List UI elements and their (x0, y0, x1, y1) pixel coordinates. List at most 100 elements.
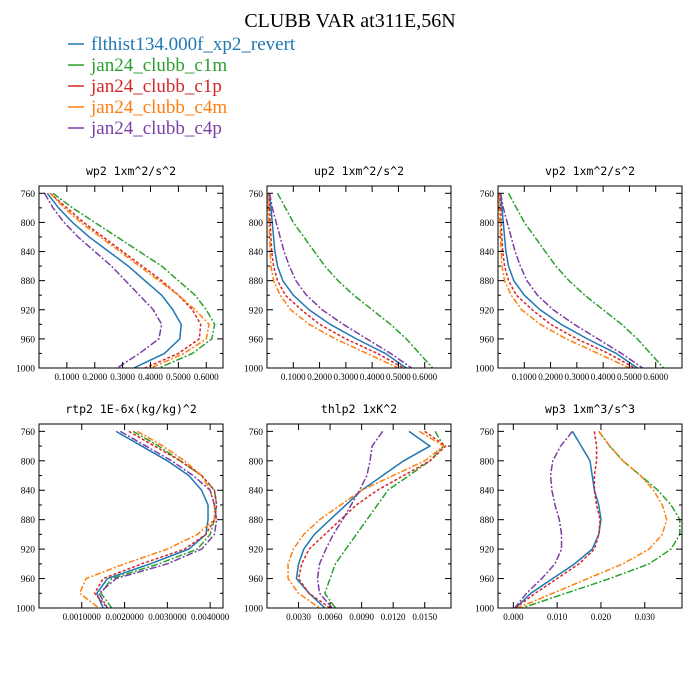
panel-title: up2 1xm^2/s^2 (314, 164, 404, 178)
legend-label: jan24_clubb_c4p (90, 118, 222, 139)
panel: rtp2 1E-6x(kg/kg)^2 760 800 840 880 920 960 100… (16, 402, 230, 622)
y-tick-label: 1000 (475, 365, 494, 375)
x-tick-label: 0.4000 (138, 372, 163, 382)
y-tick-label: 1000 (244, 365, 263, 375)
x-tick-label: 0.6000 (194, 372, 219, 382)
series-line (100, 430, 218, 608)
x-tick-label: 0.1000 (512, 372, 537, 382)
x-tick-label: 0.4000 (591, 372, 616, 382)
y-tick-label: 760 (480, 428, 495, 438)
series-line (267, 193, 405, 368)
y-tick-label: 920 (480, 546, 495, 556)
x-tick-label: 0.0030 (286, 612, 311, 622)
x-tick-label: 0.010 (547, 612, 568, 622)
y-tick-label: 920 (21, 306, 36, 316)
x-tick-label: 0.6000 (643, 372, 668, 382)
series-line (78, 430, 216, 608)
y-tick-label: 1000 (475, 605, 494, 615)
series-line (276, 192, 434, 368)
legend-label: jan24_clubb_c1p (90, 76, 222, 97)
plot-frame (497, 423, 683, 609)
x-tick-label: 0.030 (635, 612, 656, 622)
panel-title: vp2 1xm^2/s^2 (545, 164, 635, 178)
plot-frame (38, 423, 224, 609)
series-line (93, 430, 218, 608)
y-tick-label: 920 (249, 306, 264, 316)
y-tick-label: 800 (249, 219, 264, 229)
plot-frame (266, 423, 452, 609)
y-tick-label: 1000 (244, 605, 263, 615)
plot-frame (497, 185, 683, 369)
legend-label: jan24_clubb_c1m (90, 55, 227, 76)
y-tick-label: 920 (480, 306, 495, 316)
x-tick-label: 0.3000 (110, 372, 135, 382)
y-tick-label: 840 (480, 248, 495, 258)
panel-title: wp2 1xm^2/s^2 (86, 164, 176, 178)
y-tick-label: 760 (21, 428, 36, 438)
series-line (287, 430, 445, 608)
series-line (267, 193, 399, 368)
legend-label: jan24_clubb_c4m (90, 97, 227, 118)
series-line (43, 192, 163, 368)
series-line (316, 430, 384, 608)
y-tick-label: 760 (249, 428, 264, 438)
y-tick-label: 800 (480, 457, 495, 467)
panel-title: rtp2 1E-6x(kg/kg)^2 (65, 402, 197, 416)
y-tick-label: 880 (480, 516, 495, 526)
y-tick-label: 760 (480, 190, 495, 200)
x-tick-label: 0.2000 (538, 372, 563, 382)
y-tick-label: 840 (21, 248, 36, 258)
series-line (517, 430, 668, 608)
y-tick-label: 960 (249, 575, 264, 585)
y-tick-label: 960 (480, 575, 495, 585)
series-line (515, 430, 602, 608)
x-tick-label: 0.0060 (318, 612, 343, 622)
plot-frame (266, 185, 452, 369)
x-tick-label: 0.0150 (412, 612, 437, 622)
y-tick-label: 840 (249, 248, 264, 258)
series-line (324, 430, 445, 608)
x-tick-label: 0.0090 (349, 612, 374, 622)
plot-frame (38, 185, 224, 369)
y-tick-label: 800 (249, 457, 264, 467)
series-line (49, 192, 202, 368)
series-line (295, 430, 431, 608)
y-tick-label: 760 (21, 190, 36, 200)
y-tick-label: 960 (21, 575, 36, 585)
x-tick-label: 0.0020000 (105, 612, 144, 622)
panel: vp2 1xm^2/s^2 760 800 840 880 920 960 1000 0.100… (475, 164, 683, 382)
panel: thlp2 1xK^2 760 800 840 880 920 960 1000 0.0030 0… (244, 402, 452, 622)
x-tick-label: 0.2000 (82, 372, 107, 382)
x-tick-label: 0.5000 (386, 372, 411, 382)
y-tick-label: 880 (21, 516, 36, 526)
y-tick-label: 880 (21, 277, 36, 287)
y-tick-label: 760 (249, 190, 264, 200)
series-line (507, 192, 665, 368)
x-tick-label: 0.1000 (55, 372, 80, 382)
legend: flthist134.000f_xp2_revertjan24_clubb_c1… (68, 34, 296, 139)
x-tick-label: 0.020 (591, 612, 612, 622)
x-tick-label: 0.0120 (381, 612, 406, 622)
x-tick-label: 0.3000 (564, 372, 589, 382)
y-tick-label: 920 (21, 546, 36, 556)
y-tick-label: 800 (21, 457, 36, 467)
panel: up2 1xm^2/s^2 760 800 840 880 920 960 1000 0.100… (244, 164, 452, 382)
series-line (268, 193, 412, 368)
x-tick-label: 0.5000 (617, 372, 642, 382)
y-tick-label: 960 (249, 335, 264, 345)
legend-label: flthist134.000f_xp2_revert (91, 34, 296, 55)
y-tick-label: 840 (480, 487, 495, 497)
y-tick-label: 800 (21, 219, 36, 229)
figure-title: CLUBB VAR at311E,56N (244, 10, 455, 32)
y-tick-label: 880 (480, 277, 495, 287)
x-tick-label: 0.3000 (333, 372, 358, 382)
series-line (514, 430, 574, 608)
panel-title: thlp2 1xK^2 (321, 402, 397, 416)
series-line (96, 430, 209, 608)
y-tick-label: 880 (249, 277, 264, 287)
series-line (52, 192, 216, 368)
series-line (515, 431, 601, 608)
series-line (499, 193, 643, 368)
y-tick-label: 840 (21, 487, 36, 497)
